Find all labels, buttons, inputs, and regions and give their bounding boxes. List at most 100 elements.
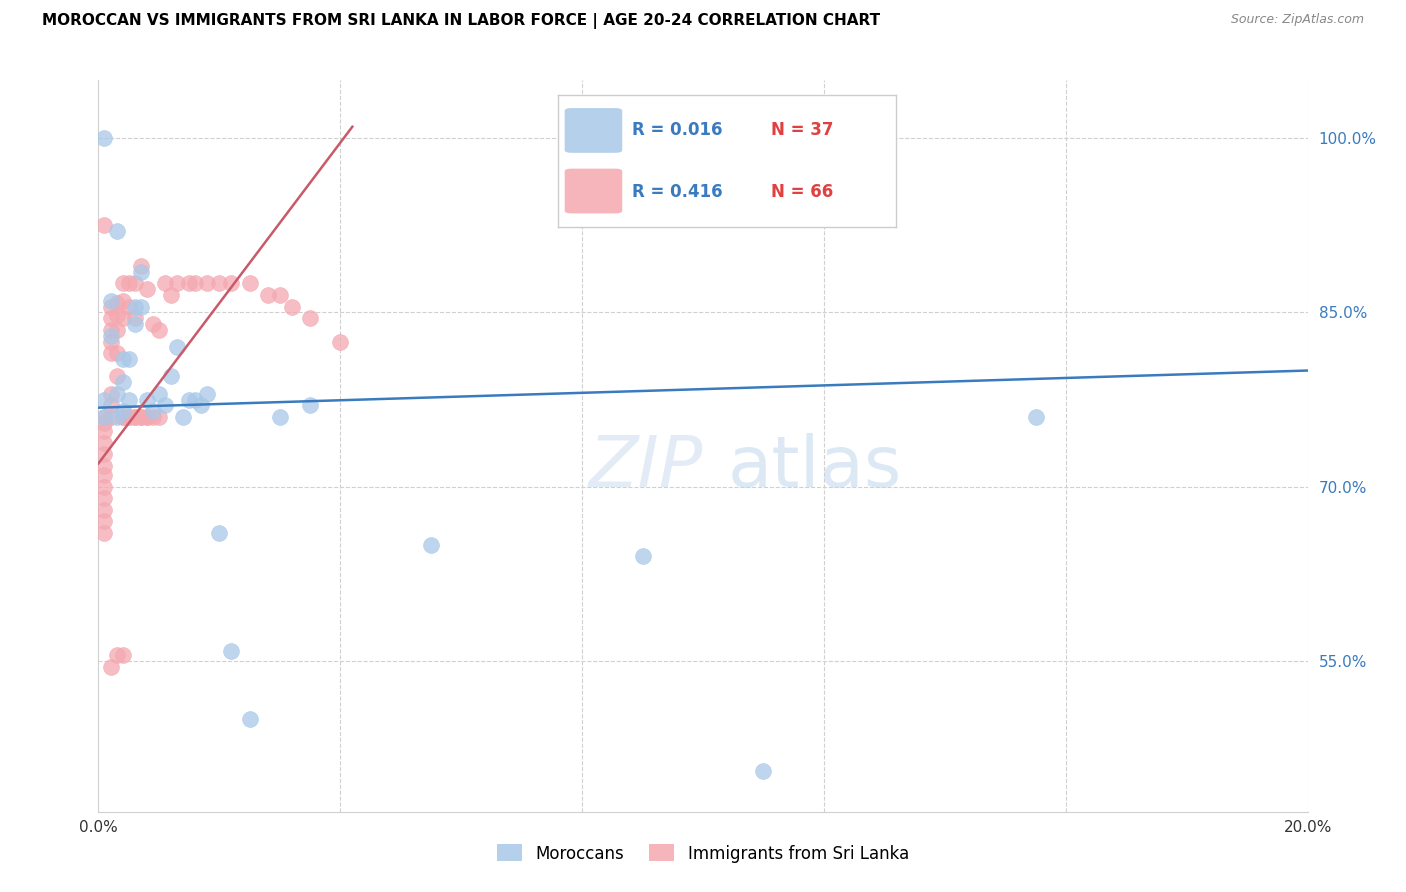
Point <box>111 311 134 326</box>
Point <box>208 277 231 291</box>
Point <box>195 277 218 291</box>
Point <box>269 409 291 424</box>
Point <box>105 308 128 322</box>
Point <box>118 409 141 424</box>
Point <box>1024 409 1046 424</box>
Point <box>148 323 170 337</box>
Point <box>111 409 134 424</box>
Point <box>105 409 128 424</box>
Point <box>111 409 134 424</box>
Point <box>135 392 157 407</box>
Point <box>148 409 170 424</box>
Point <box>111 277 134 291</box>
Point <box>124 277 146 291</box>
Point <box>239 277 262 291</box>
Point <box>299 398 322 412</box>
Point <box>118 392 141 407</box>
Point <box>129 409 152 424</box>
Point <box>752 764 775 778</box>
Point <box>105 346 128 360</box>
Point <box>100 409 122 424</box>
Text: MOROCCAN VS IMMIGRANTS FROM SRI LANKA IN LABOR FORCE | AGE 20-24 CORRELATION CHA: MOROCCAN VS IMMIGRANTS FROM SRI LANKA IN… <box>42 13 880 29</box>
Point <box>166 277 188 291</box>
Point <box>100 398 122 412</box>
Point <box>124 311 146 326</box>
Point <box>100 328 122 343</box>
Point <box>420 538 443 552</box>
Point <box>124 409 146 424</box>
Point <box>93 131 115 145</box>
Point <box>111 375 134 389</box>
Point <box>105 648 128 662</box>
Point <box>111 648 134 662</box>
Point <box>118 409 141 424</box>
Point <box>100 386 122 401</box>
Point <box>142 409 165 424</box>
Point <box>179 277 201 291</box>
Point <box>221 277 243 291</box>
Point <box>124 300 146 314</box>
Point <box>184 277 207 291</box>
Point <box>172 409 194 424</box>
Point <box>105 369 128 384</box>
Point <box>100 323 122 337</box>
Point <box>93 480 115 494</box>
Point <box>135 282 157 296</box>
Point <box>100 293 122 308</box>
Point <box>93 392 115 407</box>
Point <box>100 334 122 349</box>
Point <box>135 409 157 424</box>
Point <box>129 259 152 273</box>
Point <box>93 409 115 424</box>
Point <box>111 404 134 418</box>
Point <box>239 712 262 726</box>
Point <box>100 659 122 673</box>
Point <box>281 300 304 314</box>
Point <box>269 288 291 302</box>
Point <box>148 386 170 401</box>
Point <box>105 296 128 310</box>
Point <box>93 409 115 424</box>
Point <box>153 277 176 291</box>
Text: atlas: atlas <box>727 434 901 502</box>
Point <box>100 311 122 326</box>
Point <box>129 300 152 314</box>
Point <box>93 515 115 529</box>
Point <box>124 317 146 331</box>
Point <box>221 644 243 658</box>
Text: ZIP: ZIP <box>589 434 703 502</box>
Point <box>329 334 352 349</box>
Point <box>118 300 141 314</box>
Point <box>93 424 115 438</box>
Point <box>184 392 207 407</box>
Point <box>93 468 115 483</box>
Point <box>105 224 128 238</box>
Point <box>299 311 322 326</box>
Point <box>100 300 122 314</box>
Point <box>93 416 115 430</box>
Point <box>111 351 134 366</box>
Point <box>153 398 176 412</box>
Point <box>179 392 201 407</box>
Point <box>118 351 141 366</box>
Point <box>93 447 115 461</box>
Point <box>93 526 115 541</box>
Point <box>166 340 188 354</box>
Point <box>124 409 146 424</box>
Point <box>129 409 152 424</box>
Legend: Moroccans, Immigrants from Sri Lanka: Moroccans, Immigrants from Sri Lanka <box>491 838 915 869</box>
Point <box>93 491 115 506</box>
Point <box>135 409 157 424</box>
Point <box>190 398 212 412</box>
Point <box>111 293 134 308</box>
Point <box>142 404 165 418</box>
Point <box>93 435 115 450</box>
Point <box>208 526 231 541</box>
Point <box>100 346 122 360</box>
Point <box>129 265 152 279</box>
Text: Source: ZipAtlas.com: Source: ZipAtlas.com <box>1230 13 1364 27</box>
Point <box>105 323 128 337</box>
Point <box>195 386 218 401</box>
Point <box>118 277 141 291</box>
Point <box>160 369 183 384</box>
